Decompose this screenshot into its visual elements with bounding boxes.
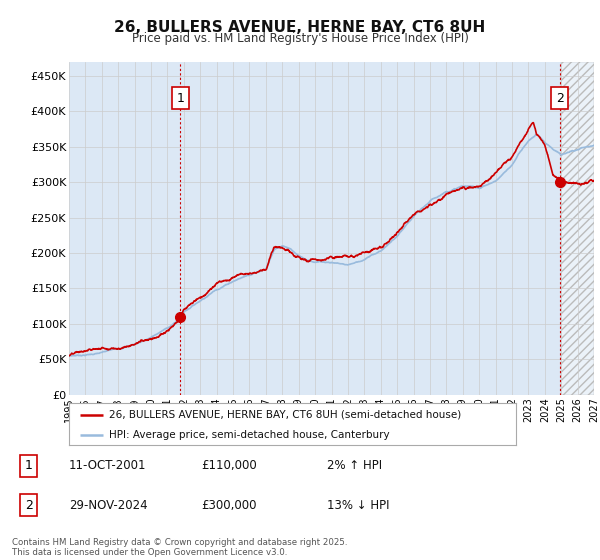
- Text: 26, BULLERS AVENUE, HERNE BAY, CT6 8UH: 26, BULLERS AVENUE, HERNE BAY, CT6 8UH: [115, 20, 485, 35]
- Bar: [561, 62, 594, 395]
- Text: Contains HM Land Registry data © Crown copyright and database right 2025.
This d: Contains HM Land Registry data © Crown c…: [12, 538, 347, 557]
- Text: 13% ↓ HPI: 13% ↓ HPI: [327, 498, 389, 512]
- Text: 2: 2: [556, 92, 563, 105]
- Text: £300,000: £300,000: [201, 498, 257, 512]
- Text: 2% ↑ HPI: 2% ↑ HPI: [327, 459, 382, 473]
- Text: 11-OCT-2001: 11-OCT-2001: [69, 459, 146, 473]
- Text: 26, BULLERS AVENUE, HERNE BAY, CT6 8UH (semi-detached house): 26, BULLERS AVENUE, HERNE BAY, CT6 8UH (…: [109, 409, 461, 419]
- Text: 1: 1: [25, 459, 33, 473]
- Text: HPI: Average price, semi-detached house, Canterbury: HPI: Average price, semi-detached house,…: [109, 430, 390, 440]
- Bar: [561, 62, 594, 395]
- Text: 29-NOV-2024: 29-NOV-2024: [69, 498, 148, 512]
- Text: 1: 1: [176, 92, 184, 105]
- Text: £110,000: £110,000: [201, 459, 257, 473]
- Text: 2: 2: [25, 498, 33, 512]
- Text: Price paid vs. HM Land Registry's House Price Index (HPI): Price paid vs. HM Land Registry's House …: [131, 32, 469, 45]
